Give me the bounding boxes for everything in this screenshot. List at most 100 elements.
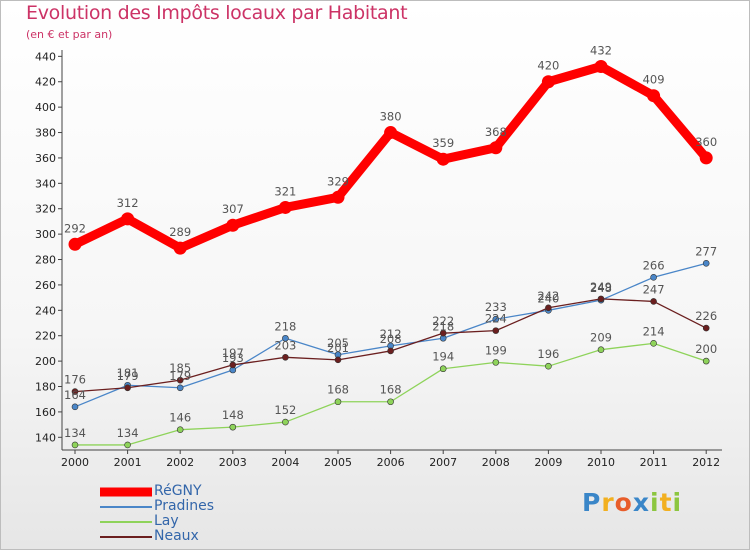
data-label-r-gny: 409 [643,73,665,87]
data-point-r-gny [173,241,187,255]
y-tick-label: 400 [35,101,56,114]
data-label-r-gny: 432 [590,44,612,58]
x-tick-label: 2009 [534,456,562,469]
data-point-neaux [176,376,184,384]
data-label-lay: 134 [64,426,86,440]
data-point-r-gny [121,212,135,226]
data-labels: 134 134 146 148 152 168 168 194 199 196 209 214 200 1… [64,44,717,440]
data-label-neaux: 201 [327,341,349,355]
y-tick-label: 380 [35,127,56,140]
y-tick-label: 440 [35,50,56,63]
x-tick-label: 2000 [61,456,89,469]
data-point-neaux [702,324,710,332]
data-point-r-gny [594,60,608,74]
proxiti-logo: Proxiti [582,488,683,517]
legend-swatch [100,487,152,496]
y-tick-label: 200 [35,355,56,368]
data-label-neaux: 176 [64,373,86,387]
data-point-lay [176,426,184,433]
data-label-r-gny: 380 [380,110,402,124]
data-label-r-gny: 289 [169,225,191,239]
legend-swatch [100,520,152,523]
x-tick-label: 2005 [324,456,352,469]
data-label-neaux: 203 [274,338,296,352]
data-point-r-gny [226,218,240,232]
series-lines [68,60,713,449]
data-point-r-gny [489,141,503,155]
data-point-lay [702,357,710,365]
x-tick-label: 2008 [482,456,510,469]
data-point-lay [492,359,500,366]
y-tick-label: 180 [35,381,56,394]
data-point-pradines [702,260,710,267]
data-label-r-gny: 368 [485,125,507,139]
data-point-neaux [282,354,289,361]
data-label-pradines: 193 [222,351,244,365]
data-label-pradines: 212 [380,327,402,341]
data-point-r-gny [699,151,713,165]
data-point-lay [597,346,605,353]
data-label-r-gny: 312 [117,196,139,210]
data-label-lay: 148 [222,408,244,422]
legend-swatch [100,505,152,508]
x-tick-label: 2010 [587,456,615,469]
axes: 140 160 180 200 220 240 260 280 300 320 340 360 380 4… [35,50,722,469]
data-label-r-gny: 360 [695,135,717,149]
data-label-pradines: 240 [537,291,559,305]
data-point-lay [229,423,237,431]
legend-label: Pradines [154,498,215,514]
data-label-r-gny: 307 [222,202,244,216]
data-point-r-gny [436,152,450,166]
data-label-pradines: 205 [327,336,349,350]
data-label-pradines: 179 [169,369,191,383]
data-point-neaux [492,327,500,334]
data-label-neaux: 208 [380,332,402,346]
data-label-neaux: 247 [643,282,665,296]
data-point-neaux [650,298,657,305]
data-label-lay: 194 [432,350,454,364]
data-label-r-gny: 321 [274,184,296,198]
data-label-neaux: 249 [590,280,612,294]
data-point-neaux [597,295,605,303]
data-point-pradines [176,384,184,392]
y-tick-label: 160 [35,406,56,419]
data-point-pradines [492,315,500,323]
data-label-lay: 146 [169,411,191,425]
legend-label: RéGNY [154,483,202,499]
data-label-pradines: 218 [432,319,454,333]
x-tick-label: 2003 [219,456,247,469]
x-tick-label: 2006 [377,456,405,469]
x-tick-label: 2011 [640,456,668,469]
data-label-lay: 209 [590,331,612,345]
data-label-neaux: 197 [222,346,244,360]
legend-swatch [100,535,152,538]
y-tick-label: 280 [35,254,56,267]
data-point-neaux [334,356,342,364]
data-point-neaux [439,329,447,337]
y-tick-label: 260 [35,279,56,292]
data-point-neaux [545,304,552,312]
y-tick-label: 220 [35,330,56,343]
data-label-pradines: 164 [64,388,86,402]
chart-subtitle: (en € et par an) [26,28,113,41]
y-tick-label: 360 [35,152,56,165]
data-label-pradines: 233 [485,300,507,314]
data-point-lay [71,441,79,449]
data-label-r-gny: 329 [327,174,349,188]
data-point-neaux [124,384,131,392]
data-label-r-gny: 292 [64,221,86,235]
data-point-neaux [71,388,79,395]
data-label-neaux: 179 [117,369,139,383]
data-point-lay [439,365,447,373]
y-tick-label: 340 [35,177,56,190]
data-label-r-gny: 359 [432,136,454,150]
data-label-neaux: 222 [432,314,454,328]
data-label-pradines: 218 [274,319,296,333]
data-label-pradines: 248 [590,281,612,295]
data-point-neaux [387,347,394,355]
data-point-lay [124,441,131,449]
data-point-neaux [229,361,237,369]
data-label-neaux: 242 [537,289,559,303]
